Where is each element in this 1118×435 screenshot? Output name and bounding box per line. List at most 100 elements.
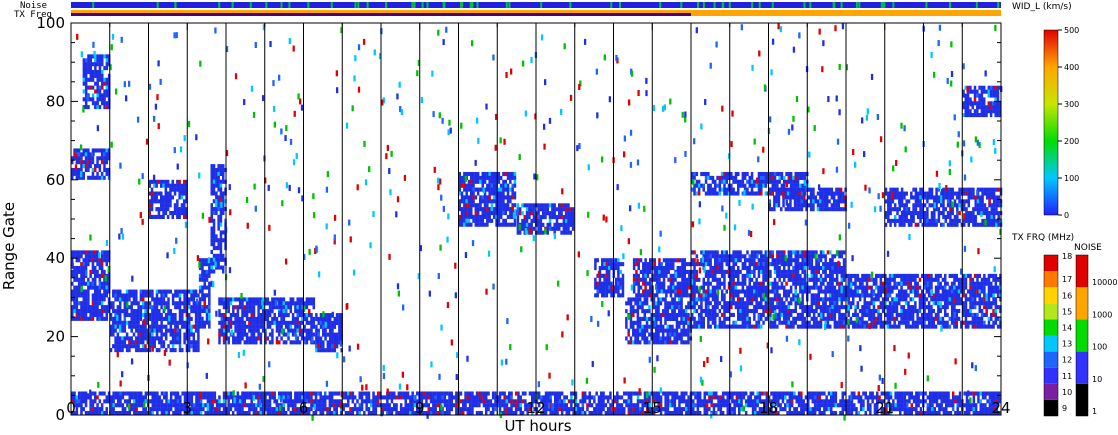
- echo-cell: [123, 324, 127, 329]
- echo-cell: [695, 191, 699, 196]
- echo-cell: [868, 285, 871, 290]
- echo-cell: [762, 289, 765, 294]
- echo-cell: [75, 301, 79, 306]
- echo-cell: [666, 332, 670, 337]
- echo-cell: [171, 195, 174, 200]
- echo-cell: [809, 199, 813, 204]
- echo-cell: [800, 199, 804, 204]
- echo-cell: [833, 277, 837, 282]
- echo-cell: [73, 285, 76, 290]
- echo-cell: [264, 332, 267, 337]
- echo-cell: [785, 316, 788, 321]
- echo-cell: [151, 332, 154, 337]
- echo-cell: [904, 320, 908, 325]
- echo-cell: [497, 195, 501, 200]
- echo-cell: [642, 289, 645, 294]
- echo-cell: [112, 328, 115, 333]
- echo-cell: [831, 281, 834, 286]
- echo-cell: [287, 336, 290, 341]
- echo-cell: [241, 332, 244, 337]
- echo-cell: [732, 262, 735, 267]
- echo-cell: [192, 301, 196, 306]
- echo-cell: [619, 277, 622, 282]
- echo-cell: [94, 250, 97, 255]
- echo-cell: [488, 179, 491, 184]
- echo-cell: [96, 301, 99, 306]
- echo-cell: [528, 207, 531, 212]
- echo-cell: [657, 309, 660, 314]
- echo-cell: [669, 258, 673, 263]
- echo-cell: [778, 269, 781, 274]
- echo-cell: [123, 320, 127, 325]
- echo-cell: [101, 85, 104, 90]
- echo-cell: [773, 171, 777, 177]
- echo-cell: [139, 289, 143, 294]
- echo-cell: [773, 324, 777, 329]
- echo-cell: [709, 187, 712, 192]
- echo-cell: [978, 281, 981, 286]
- echo-cell: [118, 340, 122, 345]
- echo-cell: [617, 269, 620, 274]
- echo-cell: [969, 305, 972, 310]
- echo-cell: [891, 285, 894, 290]
- echo-cell: [964, 281, 968, 286]
- echo-cell: [73, 265, 76, 271]
- echo-cell: [77, 167, 81, 173]
- echo-cell: [716, 305, 719, 310]
- echo-cell: [98, 77, 102, 82]
- echo-cell: [725, 269, 728, 274]
- echo-cell: [683, 289, 686, 294]
- echo-cell: [704, 179, 708, 184]
- echo-cell: [778, 312, 781, 317]
- echo-cell: [911, 277, 915, 282]
- echo-cell: [84, 97, 88, 102]
- echo-cell: [760, 262, 763, 267]
- noise-bar-tick: [883, 2, 886, 8]
- echo-cell: [861, 277, 864, 282]
- echo-cell: [809, 207, 813, 212]
- echo-cell: [812, 265, 816, 271]
- echo-cell: [137, 324, 140, 329]
- echo-cell: [976, 293, 979, 298]
- echo-cell: [77, 156, 81, 161]
- echo-cell: [326, 348, 330, 353]
- echo-cell: [322, 344, 325, 349]
- echo-cell: [114, 340, 117, 345]
- echo-cell: [990, 312, 993, 317]
- echo-cell: [921, 320, 924, 325]
- echo-cell: [139, 336, 143, 341]
- echo-cell: [826, 250, 830, 255]
- echo-cell: [245, 301, 249, 306]
- echo-cell: [91, 167, 95, 173]
- echo-cell: [148, 207, 151, 212]
- echo-cell: [155, 316, 159, 321]
- echo-cell: [71, 160, 74, 165]
- echo-cell: [178, 332, 182, 337]
- echo-cell: [558, 203, 561, 208]
- echo-cell: [617, 266, 620, 271]
- echo-cell: [160, 332, 163, 337]
- echo-cell: [548, 226, 552, 231]
- echo-cell: [782, 187, 785, 192]
- echo-cell: [499, 183, 503, 188]
- echo-cell: [655, 281, 659, 286]
- echo-cell: [709, 191, 712, 196]
- echo-cell: [634, 309, 637, 314]
- echo-cell: [567, 218, 570, 224]
- echo-cell: [509, 222, 512, 227]
- echo-cell: [856, 320, 860, 325]
- echo-cell: [641, 305, 644, 310]
- echo-cell: [969, 297, 972, 302]
- echo-cell: [229, 301, 233, 306]
- echo-cell: [486, 199, 489, 204]
- echo-cell: [787, 265, 791, 271]
- echo-cell: [650, 328, 653, 333]
- echo-cell: [944, 277, 947, 282]
- echo-cell: [460, 207, 464, 212]
- echo-cell: [553, 222, 556, 227]
- echo-cell: [198, 320, 202, 325]
- echo-cell: [746, 305, 749, 310]
- echo-cell: [125, 344, 129, 349]
- echo-cell: [621, 262, 625, 267]
- echo-cell: [141, 340, 145, 345]
